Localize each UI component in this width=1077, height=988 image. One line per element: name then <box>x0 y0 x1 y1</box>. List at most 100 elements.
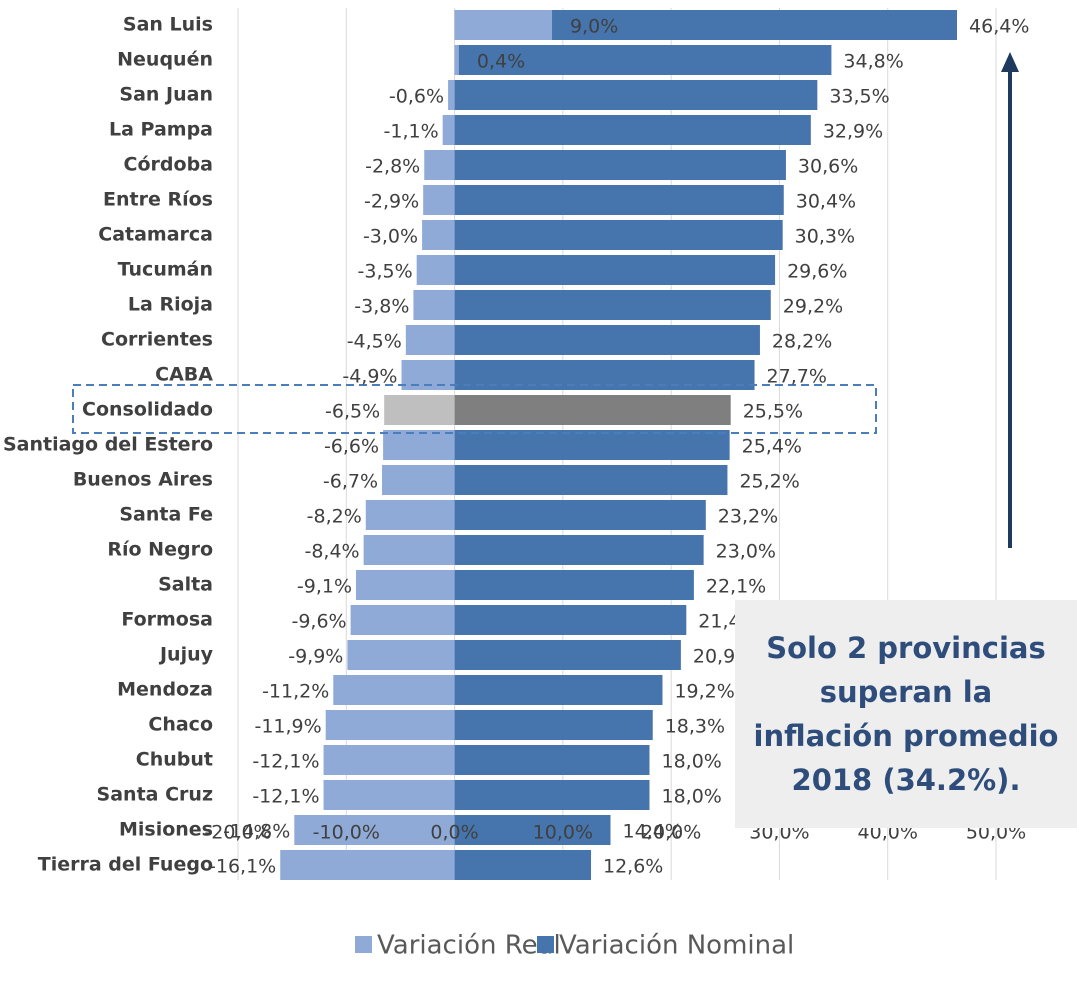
data-label: -9,9% <box>288 646 343 668</box>
bar <box>294 815 455 845</box>
data-label: 33,5% <box>829 86 889 108</box>
data-label: 25,2% <box>739 471 799 493</box>
category-label: Mendoza <box>117 679 213 701</box>
data-label: -6,5% <box>325 401 380 423</box>
data-label: 27,7% <box>767 366 827 388</box>
bar <box>454 115 811 145</box>
category-label: San Juan <box>119 84 213 106</box>
bar <box>350 605 455 635</box>
data-label: 23,2% <box>718 506 778 528</box>
data-label: 12,6% <box>603 856 663 878</box>
category-label: Santiago del Estero <box>3 434 213 456</box>
x-tick-label: -20,0% <box>204 822 271 844</box>
category-label: Chaco <box>148 714 213 736</box>
bar <box>280 850 455 880</box>
highlight-frame <box>72 384 877 434</box>
data-label: 30,4% <box>796 191 856 213</box>
legend-swatch <box>355 936 372 953</box>
bar <box>454 150 786 180</box>
data-label: 0,4% <box>477 51 525 73</box>
x-tick-label: 20,0% <box>641 822 701 844</box>
bar <box>454 640 681 670</box>
bar <box>405 325 455 355</box>
bar <box>323 745 455 775</box>
data-label: 9,0% <box>570 16 618 38</box>
data-label: -3,8% <box>354 296 409 318</box>
bar <box>454 675 663 705</box>
data-label: -2,9% <box>364 191 419 213</box>
data-label: 18,0% <box>661 751 721 773</box>
data-label: -0,6% <box>389 86 444 108</box>
bar <box>454 80 818 110</box>
data-label: -11,2% <box>262 681 329 703</box>
data-label: 30,6% <box>798 156 858 178</box>
data-label: -6,7% <box>323 471 378 493</box>
bar <box>413 290 455 320</box>
bar <box>454 500 706 530</box>
data-label: 30,3% <box>795 226 855 248</box>
category-label: Chubut <box>136 749 213 771</box>
data-label: -11,9% <box>254 716 321 738</box>
bar <box>454 290 771 320</box>
bar <box>356 570 455 600</box>
bar <box>454 605 687 635</box>
data-label: 29,2% <box>783 296 843 318</box>
bar <box>454 325 760 355</box>
x-tick-label: -10,0% <box>313 822 380 844</box>
x-tick-label: 0,0% <box>430 822 478 844</box>
bar <box>454 220 783 250</box>
bar <box>454 45 832 75</box>
category-label: Salta <box>158 574 213 596</box>
bar <box>454 185 784 215</box>
data-label: 46,4% <box>969 16 1029 38</box>
data-label: -8,4% <box>304 541 359 563</box>
bar <box>382 465 455 495</box>
bar <box>424 150 455 180</box>
bar <box>416 255 455 285</box>
bar <box>384 395 455 425</box>
category-label: Entre Ríos <box>103 189 213 211</box>
data-label: -4,9% <box>342 366 397 388</box>
data-label: -12,1% <box>252 751 319 773</box>
data-label: 32,9% <box>823 121 883 143</box>
data-label: 18,0% <box>661 786 721 808</box>
legend-label: Variación Nominal <box>559 931 794 961</box>
data-label: -3,5% <box>358 261 413 283</box>
data-label: -6,6% <box>324 436 379 458</box>
data-label: 34,8% <box>843 51 903 73</box>
legend-swatch <box>537 936 554 953</box>
bar <box>347 640 455 670</box>
data-label: -3,0% <box>363 226 418 248</box>
data-label: 25,4% <box>742 436 802 458</box>
bar <box>383 430 455 460</box>
category-label: Misiones <box>119 819 213 841</box>
data-label: 22,1% <box>706 576 766 598</box>
category-label: Catamarca <box>98 224 213 246</box>
data-label: -2,8% <box>365 156 420 178</box>
data-label: 14,4% <box>623 821 683 843</box>
bar <box>454 745 650 775</box>
data-label: -9,6% <box>291 611 346 633</box>
bar <box>454 10 553 40</box>
category-label: CABA <box>155 364 213 386</box>
bar <box>454 360 755 390</box>
data-label: -16,1% <box>209 856 276 878</box>
data-label: -12,1% <box>252 786 319 808</box>
bar <box>333 675 455 705</box>
bar <box>454 780 650 810</box>
data-label: 25,5% <box>743 401 803 423</box>
bar <box>323 780 455 810</box>
category-label: La Pampa <box>109 119 213 141</box>
data-label: -14,8% <box>223 821 290 843</box>
bar <box>454 570 694 600</box>
category-label: La Rioja <box>128 294 213 316</box>
category-label: Santa Fe <box>119 504 213 526</box>
bar <box>423 185 455 215</box>
bar <box>325 710 455 740</box>
bar <box>454 710 653 740</box>
x-tick-label: 10,0% <box>533 822 593 844</box>
data-label: 28,2% <box>772 331 832 353</box>
bar <box>454 255 776 285</box>
